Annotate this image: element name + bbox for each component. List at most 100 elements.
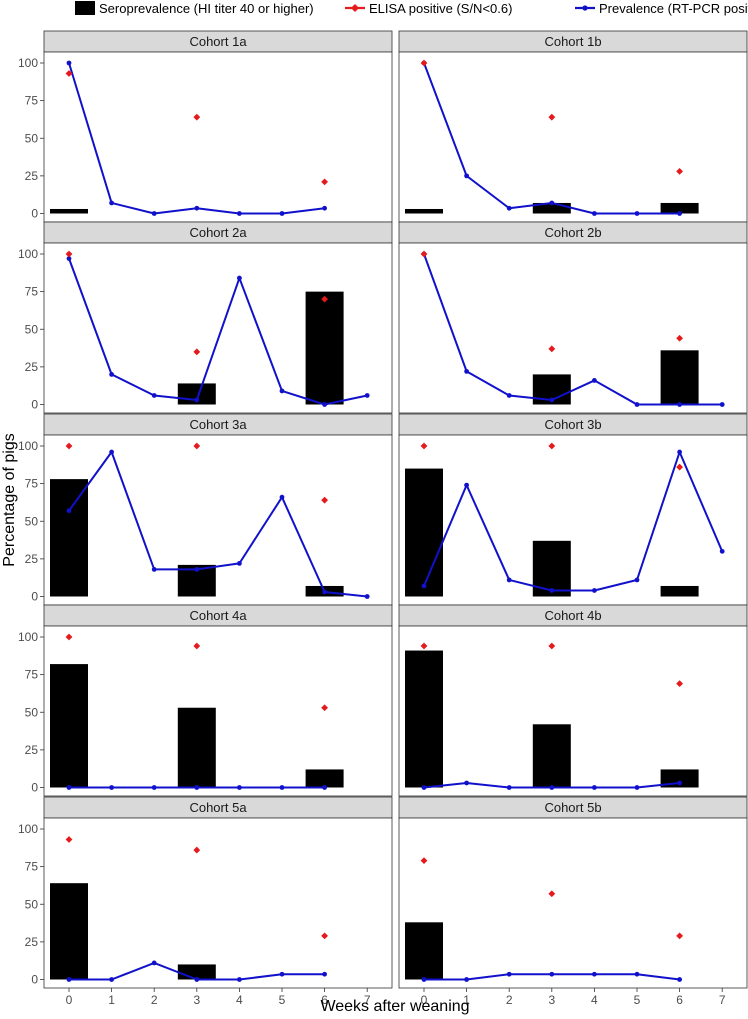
y-tick-label: 25 xyxy=(25,743,39,757)
prevalence-point xyxy=(151,960,157,966)
x-tick-label: 5 xyxy=(279,993,286,1007)
prevalence-line xyxy=(423,451,724,592)
y-tick-label: 25 xyxy=(25,935,39,949)
y-tick-label: 50 xyxy=(25,322,39,336)
elisa-point xyxy=(420,642,428,650)
x-tick-label: 0 xyxy=(66,993,73,1007)
prevalence-point xyxy=(364,393,370,398)
y-tick-label: 25 xyxy=(25,360,39,374)
legend-label-prevalence: Prevalence (RT-PCR positive) xyxy=(599,1,748,16)
panel-9: Cohort 5a xyxy=(43,796,393,989)
seroprevalence-bar xyxy=(305,291,344,405)
seroprevalence-bar xyxy=(532,202,571,214)
panel-title: Cohort 3b xyxy=(544,417,601,432)
prevalence-point xyxy=(677,402,682,407)
x-tick-label: 7 xyxy=(719,993,726,1007)
seroprevalence-bar xyxy=(405,650,443,788)
seroprevalence-bar xyxy=(50,883,88,980)
elisa-point xyxy=(193,348,201,356)
elisa-point xyxy=(548,345,556,353)
prevalence-point xyxy=(322,971,327,977)
y-tick-label: 100 xyxy=(18,822,38,836)
panel-10: Cohort 5b xyxy=(398,796,748,989)
prevalence-point xyxy=(464,368,469,374)
prevalence-point xyxy=(279,971,285,977)
panel-body xyxy=(43,434,393,606)
elisa-point xyxy=(321,704,328,712)
prevalence-point xyxy=(592,588,597,593)
prevalence-point xyxy=(421,785,427,790)
panel-body xyxy=(398,434,748,606)
y-tick-label: 50 xyxy=(25,897,39,911)
prevalence-point xyxy=(592,378,597,383)
panel-title: Cohort 1a xyxy=(189,34,247,49)
x-tick-label: 1 xyxy=(108,993,115,1007)
seroprevalence-bar xyxy=(660,769,699,788)
elisa-point xyxy=(676,932,683,940)
panel-body xyxy=(43,817,393,989)
y-tick-label: 25 xyxy=(25,552,39,566)
elisa-point xyxy=(420,250,428,258)
legend-item-seroprevalence: Seroprevalence (HI titer 40 or higher) xyxy=(75,1,314,16)
panel-title: Cohort 3a xyxy=(189,417,247,432)
prevalence-point xyxy=(506,393,512,398)
prevalence-point xyxy=(66,60,72,66)
elisa-point xyxy=(548,642,556,650)
seroprevalence-bar xyxy=(532,724,571,788)
x-tick-label: 6 xyxy=(676,993,683,1007)
panel-body xyxy=(398,51,748,223)
prevalence-point xyxy=(719,402,725,407)
elisa-point xyxy=(65,250,73,258)
y-tick-label: 75 xyxy=(25,668,39,682)
prevalence-point xyxy=(66,785,72,790)
prevalence-point xyxy=(237,560,242,566)
prevalence-line xyxy=(68,258,368,406)
elisa-point xyxy=(65,836,73,843)
prevalence-point xyxy=(464,780,469,786)
y-tick-label: 75 xyxy=(25,477,39,491)
y-tick-label: 75 xyxy=(25,94,39,108)
prevalence-point xyxy=(66,508,72,514)
prevalence-point xyxy=(279,785,285,790)
legend: Seroprevalence (HI titer 40 or higher) EL… xyxy=(75,1,748,16)
prevalence-point xyxy=(322,589,327,595)
prevalence-point xyxy=(719,548,725,554)
seroprevalence-bar xyxy=(405,922,443,980)
prevalence-point xyxy=(194,397,200,403)
panel-title: Cohort 1b xyxy=(544,34,601,49)
prevalence-point xyxy=(194,785,200,790)
prevalence-point xyxy=(634,577,640,583)
elisa-point xyxy=(321,178,328,186)
legend-item-elisa: ELISA positive (S/N<0.6) xyxy=(345,1,512,16)
prevalence-point xyxy=(66,977,72,982)
panel-6: Cohort 3b xyxy=(398,413,748,606)
prevalence-point xyxy=(464,977,469,982)
prevalence-point xyxy=(634,785,640,790)
panel-body xyxy=(398,817,748,989)
prevalence-point xyxy=(549,397,555,403)
y-tick-label: 50 xyxy=(25,131,39,145)
panel-title: Cohort 2b xyxy=(544,225,601,240)
prevalence-point xyxy=(109,372,114,377)
elisa-point xyxy=(676,680,683,688)
x-tick-label: 1 xyxy=(463,993,470,1007)
prevalence-point xyxy=(506,971,512,977)
panel-title: Cohort 4a xyxy=(189,608,247,623)
prevalence-point xyxy=(464,173,469,179)
y-tick-label: 0 xyxy=(31,590,38,604)
elisa-point xyxy=(676,463,683,471)
prevalence-point xyxy=(421,977,427,982)
prevalence-point xyxy=(549,971,555,977)
x-tick-label: 4 xyxy=(236,993,243,1007)
panel-2: Cohort 1b xyxy=(398,30,748,223)
panel-1: Cohort 1a xyxy=(43,30,393,223)
elisa-point xyxy=(65,442,73,450)
x-tick-label: 4 xyxy=(591,993,598,1007)
prevalence-point xyxy=(279,388,285,394)
prevalence-point xyxy=(194,977,200,982)
x-tick-label: 2 xyxy=(151,993,158,1007)
elisa-point xyxy=(676,167,683,175)
x-tick-label: 5 xyxy=(634,993,641,1007)
prevalence-point xyxy=(364,594,370,599)
y-tick-label: 0 xyxy=(31,207,38,221)
